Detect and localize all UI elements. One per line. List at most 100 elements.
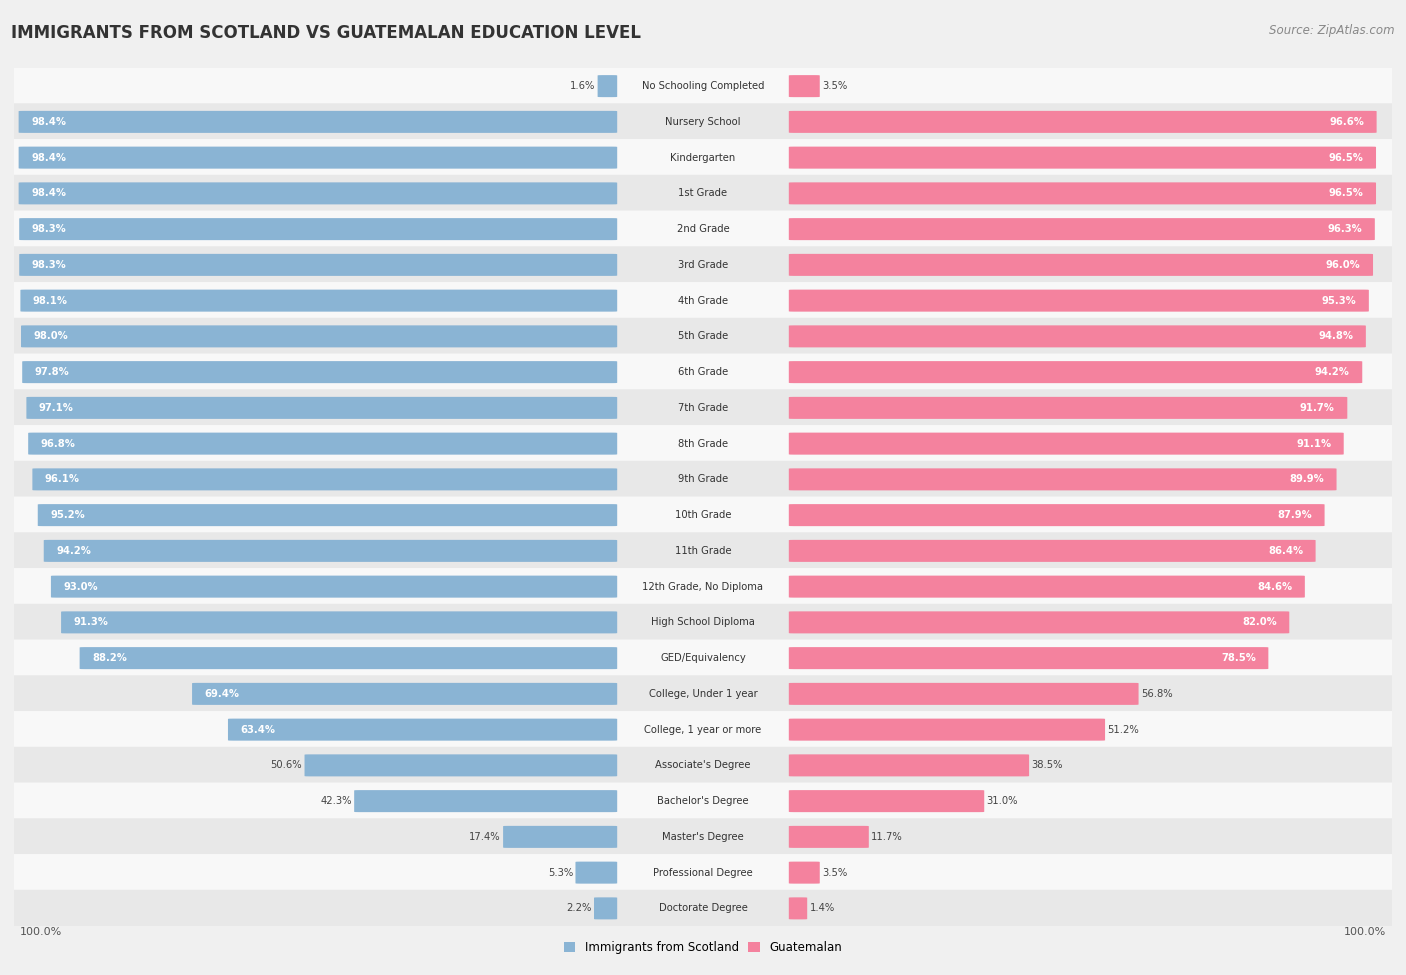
Text: 17.4%: 17.4%: [470, 832, 501, 841]
Text: 3.5%: 3.5%: [823, 868, 848, 878]
Text: Associate's Degree: Associate's Degree: [655, 760, 751, 770]
FancyBboxPatch shape: [22, 361, 617, 383]
FancyBboxPatch shape: [1, 818, 1405, 855]
Text: GED/Equivalency: GED/Equivalency: [661, 653, 745, 663]
FancyBboxPatch shape: [789, 397, 1347, 419]
FancyBboxPatch shape: [354, 790, 617, 812]
Text: 94.8%: 94.8%: [1319, 332, 1354, 341]
FancyBboxPatch shape: [1, 747, 1405, 784]
FancyBboxPatch shape: [789, 361, 1362, 383]
FancyBboxPatch shape: [32, 468, 617, 490]
FancyBboxPatch shape: [1, 354, 1405, 391]
Text: Professional Degree: Professional Degree: [654, 868, 752, 878]
Text: 97.8%: 97.8%: [35, 368, 69, 377]
FancyBboxPatch shape: [789, 504, 1324, 526]
FancyBboxPatch shape: [1, 496, 1405, 533]
Text: 84.6%: 84.6%: [1257, 582, 1292, 592]
Text: Master's Degree: Master's Degree: [662, 832, 744, 841]
Text: 50.6%: 50.6%: [270, 760, 302, 770]
FancyBboxPatch shape: [789, 218, 1375, 240]
Text: High School Diploma: High School Diploma: [651, 617, 755, 627]
FancyBboxPatch shape: [1, 676, 1405, 713]
FancyBboxPatch shape: [575, 862, 617, 883]
Text: 96.0%: 96.0%: [1326, 260, 1361, 270]
Text: 56.8%: 56.8%: [1142, 689, 1173, 699]
FancyBboxPatch shape: [193, 682, 617, 705]
Text: 91.1%: 91.1%: [1296, 439, 1331, 448]
FancyBboxPatch shape: [593, 897, 617, 919]
FancyBboxPatch shape: [789, 719, 1105, 741]
FancyBboxPatch shape: [1, 247, 1405, 284]
FancyBboxPatch shape: [18, 182, 617, 205]
Text: 11th Grade: 11th Grade: [675, 546, 731, 556]
FancyBboxPatch shape: [1, 389, 1405, 426]
FancyBboxPatch shape: [18, 146, 617, 169]
Text: 88.2%: 88.2%: [93, 653, 127, 663]
Text: 7th Grade: 7th Grade: [678, 403, 728, 412]
FancyBboxPatch shape: [789, 826, 869, 848]
Text: 94.2%: 94.2%: [56, 546, 91, 556]
FancyBboxPatch shape: [789, 182, 1376, 205]
Text: 98.3%: 98.3%: [32, 224, 66, 234]
Text: 98.3%: 98.3%: [32, 260, 66, 270]
FancyBboxPatch shape: [1, 640, 1405, 677]
FancyBboxPatch shape: [789, 647, 1268, 669]
FancyBboxPatch shape: [21, 326, 617, 347]
Text: 63.4%: 63.4%: [240, 724, 276, 734]
Text: 2nd Grade: 2nd Grade: [676, 224, 730, 234]
Text: 69.4%: 69.4%: [205, 689, 239, 699]
Text: Kindergarten: Kindergarten: [671, 153, 735, 163]
Legend: Immigrants from Scotland, Guatemalan: Immigrants from Scotland, Guatemalan: [558, 937, 848, 959]
FancyBboxPatch shape: [1, 175, 1405, 212]
Text: 5.3%: 5.3%: [548, 868, 574, 878]
FancyBboxPatch shape: [789, 862, 820, 883]
Text: 9th Grade: 9th Grade: [678, 475, 728, 485]
FancyBboxPatch shape: [1, 461, 1405, 498]
FancyBboxPatch shape: [789, 290, 1369, 312]
Text: 96.5%: 96.5%: [1329, 188, 1364, 198]
Text: 2.2%: 2.2%: [567, 904, 592, 914]
Text: 98.0%: 98.0%: [34, 332, 69, 341]
FancyBboxPatch shape: [789, 326, 1365, 347]
FancyBboxPatch shape: [598, 75, 617, 98]
Text: College, 1 year or more: College, 1 year or more: [644, 724, 762, 734]
FancyBboxPatch shape: [1, 890, 1405, 927]
Text: 87.9%: 87.9%: [1277, 510, 1312, 520]
Text: 3.5%: 3.5%: [823, 81, 848, 91]
Text: 98.4%: 98.4%: [31, 153, 66, 163]
Text: 10th Grade: 10th Grade: [675, 510, 731, 520]
Text: Doctorate Degree: Doctorate Degree: [658, 904, 748, 914]
FancyBboxPatch shape: [503, 826, 617, 848]
FancyBboxPatch shape: [1, 318, 1405, 355]
Text: 8th Grade: 8th Grade: [678, 439, 728, 448]
FancyBboxPatch shape: [789, 575, 1305, 598]
FancyBboxPatch shape: [789, 111, 1376, 133]
Text: 1.4%: 1.4%: [810, 904, 835, 914]
FancyBboxPatch shape: [305, 755, 617, 776]
FancyBboxPatch shape: [789, 468, 1337, 490]
Text: 86.4%: 86.4%: [1268, 546, 1303, 556]
Text: Source: ZipAtlas.com: Source: ZipAtlas.com: [1270, 24, 1395, 37]
FancyBboxPatch shape: [18, 111, 617, 133]
Text: 6th Grade: 6th Grade: [678, 368, 728, 377]
Text: 93.0%: 93.0%: [63, 582, 98, 592]
Text: 3rd Grade: 3rd Grade: [678, 260, 728, 270]
FancyBboxPatch shape: [789, 682, 1139, 705]
Text: 82.0%: 82.0%: [1241, 617, 1277, 627]
FancyBboxPatch shape: [27, 397, 617, 419]
Text: 5th Grade: 5th Grade: [678, 332, 728, 341]
FancyBboxPatch shape: [1, 282, 1405, 319]
FancyBboxPatch shape: [789, 540, 1316, 562]
Text: 12th Grade, No Diploma: 12th Grade, No Diploma: [643, 582, 763, 592]
FancyBboxPatch shape: [1, 783, 1405, 820]
FancyBboxPatch shape: [1, 532, 1405, 569]
FancyBboxPatch shape: [28, 433, 617, 454]
Text: IMMIGRANTS FROM SCOTLAND VS GUATEMALAN EDUCATION LEVEL: IMMIGRANTS FROM SCOTLAND VS GUATEMALAN E…: [11, 24, 641, 42]
Text: 42.3%: 42.3%: [321, 797, 352, 806]
FancyBboxPatch shape: [228, 719, 617, 741]
FancyBboxPatch shape: [1, 425, 1405, 462]
Text: 51.2%: 51.2%: [1108, 724, 1139, 734]
FancyBboxPatch shape: [51, 575, 617, 598]
Text: 94.2%: 94.2%: [1315, 368, 1350, 377]
Text: 96.6%: 96.6%: [1329, 117, 1364, 127]
